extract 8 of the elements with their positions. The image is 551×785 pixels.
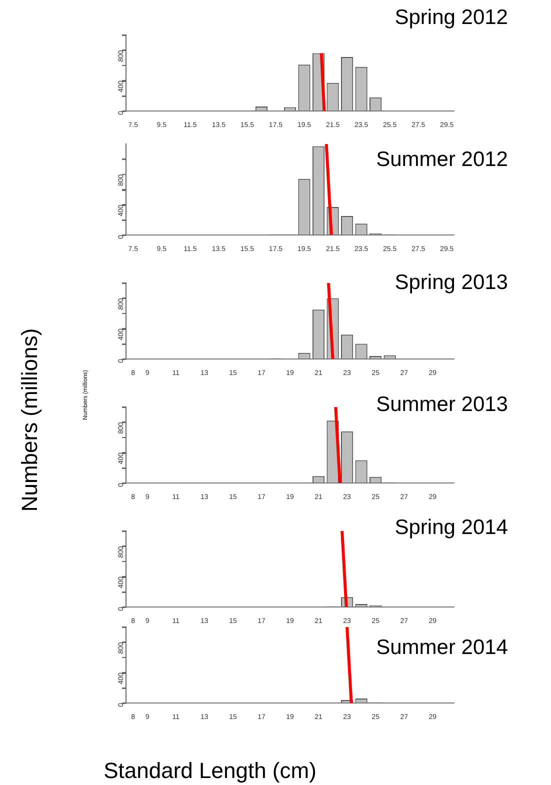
chart-title: Summer 2013 <box>376 393 508 417</box>
x-axis-title: Standard Length (cm) <box>104 758 316 784</box>
chart-title: Spring 2012 <box>394 6 508 30</box>
y-axis-title: Numbers (millions) <box>17 328 43 512</box>
chart-title: Spring 2013 <box>394 271 508 295</box>
chart-title: Summer 2012 <box>376 148 508 172</box>
chart-title: Summer 2014 <box>376 636 508 660</box>
chart-title: Spring 2014 <box>394 516 508 540</box>
